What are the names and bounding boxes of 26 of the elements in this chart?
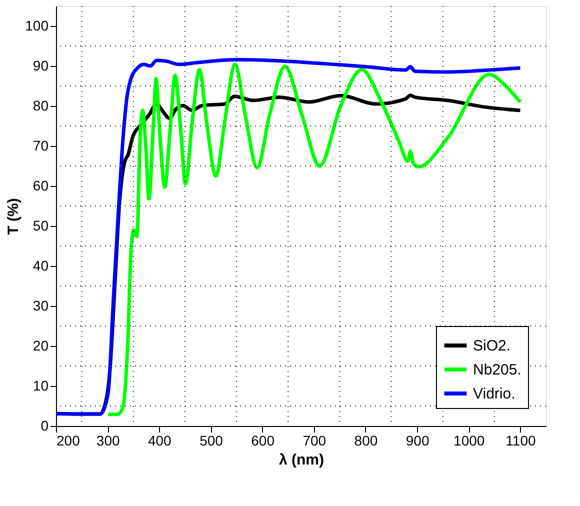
x-tick-label: 800 xyxy=(354,432,378,448)
x-tick-label: 500 xyxy=(200,432,224,448)
legend-label: SiO2. xyxy=(473,338,511,354)
y-tick-label: 20 xyxy=(32,338,49,354)
y-tick-label: 0 xyxy=(40,418,49,434)
x-tick-label: 1000 xyxy=(454,432,485,448)
y-tick-label: 70 xyxy=(32,138,49,154)
y-tick-label: 80 xyxy=(32,98,49,114)
y-tick-label: 90 xyxy=(32,58,49,74)
x-tick-label: 400 xyxy=(148,432,172,448)
y-tick-label: 50 xyxy=(32,218,49,234)
y-tick-label: 30 xyxy=(32,298,49,314)
x-tick-label: 200 xyxy=(56,432,80,448)
x-tick-label: 300 xyxy=(96,432,120,448)
x-axis-title: λ (nm) xyxy=(279,452,324,468)
x-tick-label: 700 xyxy=(302,432,326,448)
y-tick-label: 10 xyxy=(32,378,49,394)
x-tick-label: 600 xyxy=(251,432,275,448)
y-tick-label: 60 xyxy=(32,178,49,194)
x-tick-label: 900 xyxy=(406,432,430,448)
x-tick-label: 1100 xyxy=(506,432,536,448)
y-tick-label: 40 xyxy=(32,258,49,274)
y-axis-title: T (%) xyxy=(5,198,22,235)
legend-label: Vidrio. xyxy=(473,386,516,402)
y-tick-label: 100 xyxy=(25,18,49,34)
legend-label: Nb205. xyxy=(473,362,522,378)
